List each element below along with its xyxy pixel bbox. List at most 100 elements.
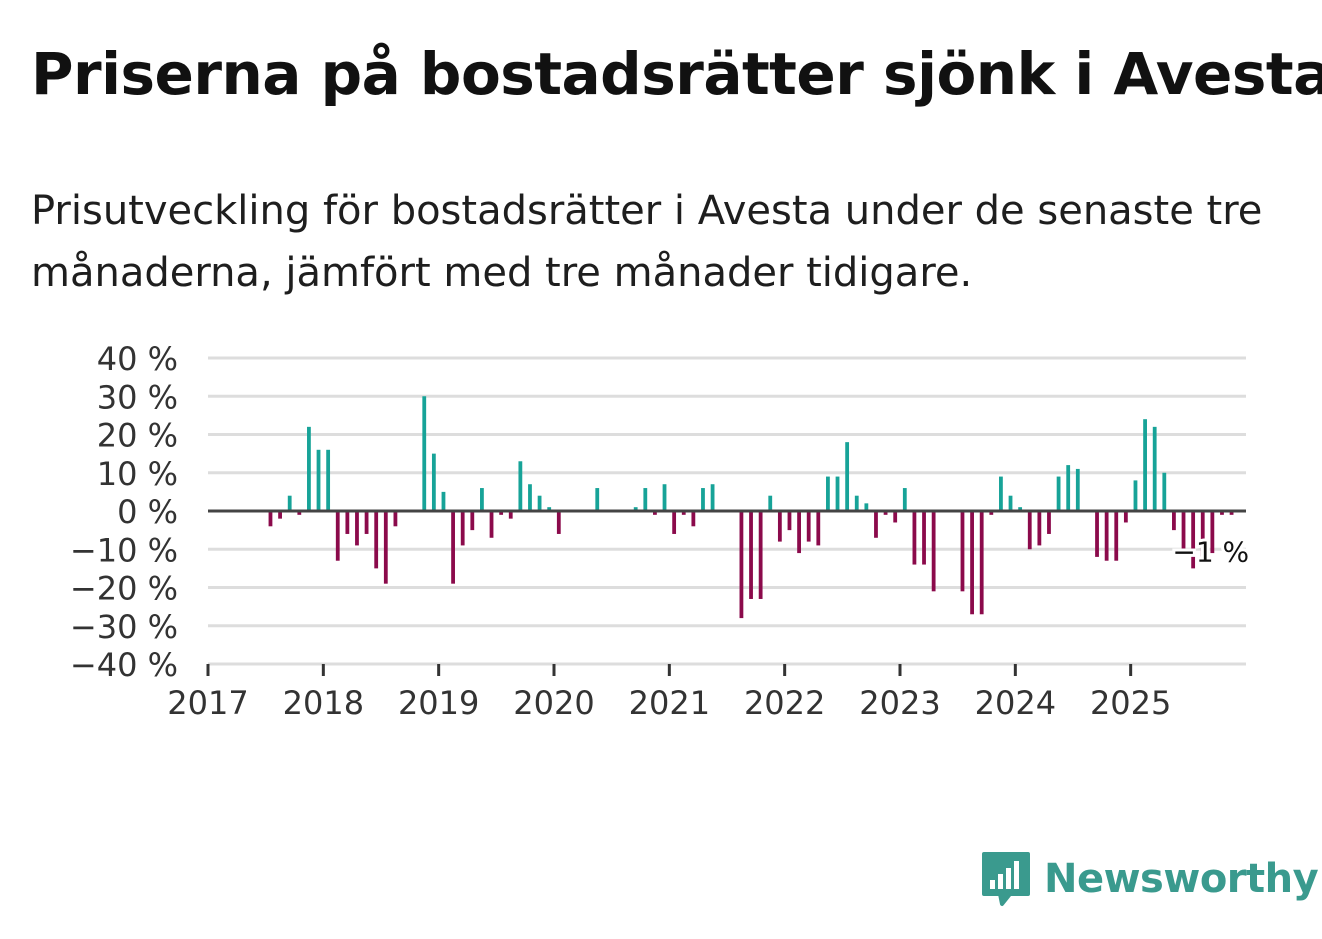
y-tick-label: 20 %: [97, 417, 178, 455]
y-tick-label: 10 %: [97, 455, 178, 493]
bar: [1056, 476, 1061, 511]
bar: [307, 426, 311, 511]
bar: [979, 511, 984, 615]
bar: [518, 461, 523, 511]
bar: [883, 511, 888, 515]
y-tick-label: −10 %: [70, 531, 178, 569]
bar: [710, 484, 715, 511]
bar: [854, 495, 859, 511]
bar: [297, 511, 302, 515]
bar: [806, 511, 811, 542]
bar: [653, 511, 657, 515]
bar: [691, 511, 696, 527]
bar: [816, 511, 821, 546]
bar: [902, 488, 907, 511]
bar: [287, 495, 292, 511]
x-tick-label: 2017: [167, 684, 248, 722]
bar: [1104, 511, 1109, 561]
bar: [845, 442, 850, 511]
bar: [672, 511, 677, 534]
bar: [441, 491, 446, 511]
bar: [874, 511, 878, 538]
y-tick-label: 40 %: [97, 340, 178, 378]
bar: [489, 511, 494, 538]
bar: [1210, 511, 1215, 554]
bar: [643, 488, 648, 511]
bar: [422, 396, 427, 511]
bar: [1008, 495, 1013, 511]
chart-title: Priserna på bostadsrätter sjönk i Avesta: [31, 40, 1322, 108]
x-tick-label: 2019: [398, 684, 479, 722]
bar: [1047, 511, 1051, 534]
newsworthy-logo: Newsworthy: [980, 850, 1319, 908]
y-tick-label: −40 %: [70, 646, 178, 684]
bar: [1220, 511, 1224, 515]
x-tick-label: 2020: [513, 684, 594, 722]
bar: [999, 476, 1003, 511]
bar: [758, 511, 763, 599]
bar: [739, 511, 744, 619]
x-tick-label: 2021: [629, 684, 710, 722]
bar: [970, 511, 974, 615]
annotation-label: −1 %: [1172, 535, 1249, 568]
chart-subtitle: Prisutveckling för bostadsrätter i Avest…: [31, 188, 1263, 296]
bar: [278, 511, 282, 519]
y-tick-label: −20 %: [70, 570, 178, 608]
bar: [701, 488, 705, 511]
bar: [383, 511, 388, 584]
bar: [374, 511, 379, 569]
y-tick-label: 0 %: [117, 493, 178, 531]
bar: [595, 488, 600, 511]
bar: [480, 488, 484, 511]
bar: [460, 511, 465, 546]
x-tick-label: 2022: [744, 684, 825, 722]
x-tick-label: 2025: [1090, 684, 1171, 722]
bar: [451, 511, 455, 584]
bar: [1066, 465, 1071, 511]
bar: [797, 511, 801, 554]
bar: [547, 507, 552, 511]
bar: [556, 511, 561, 534]
bar: [1123, 511, 1128, 523]
bar: [1075, 468, 1080, 511]
bar: [1172, 511, 1176, 531]
bar: [1152, 426, 1157, 511]
bar: [633, 507, 638, 511]
bar: [1114, 511, 1119, 561]
bar: [1143, 419, 1147, 511]
bar-chart-speech-bubble-icon: [982, 852, 1030, 906]
bar: [326, 449, 331, 511]
bar: [508, 511, 513, 519]
bar: [345, 511, 350, 534]
bar: [431, 453, 436, 511]
bar: [864, 503, 869, 511]
bar: [662, 484, 667, 511]
bar: [960, 511, 965, 592]
bar: [1229, 511, 1234, 515]
bar: [749, 511, 753, 599]
bar: [499, 511, 504, 515]
bar: [787, 511, 792, 531]
bar: [268, 511, 273, 527]
x-tick-label: 2023: [859, 684, 940, 722]
bar: [528, 484, 532, 511]
bar: [364, 511, 369, 534]
bar: [989, 511, 994, 515]
bar: [1018, 507, 1023, 511]
bar: [681, 511, 686, 515]
bar: [1162, 472, 1167, 511]
x-tick-label: 2018: [283, 684, 364, 722]
bar: [335, 511, 340, 561]
brand-name: Newsworthy: [1044, 856, 1319, 902]
bar: [931, 511, 936, 592]
bar: [470, 511, 475, 531]
y-tick-label: 30 %: [97, 378, 178, 416]
bar: [1191, 511, 1196, 569]
bar: [826, 476, 830, 511]
bar: [1095, 511, 1099, 557]
bar: [1133, 480, 1138, 511]
bar: [1037, 511, 1042, 546]
bar: [1181, 511, 1186, 554]
bar: [777, 511, 782, 542]
bar: [316, 449, 321, 511]
